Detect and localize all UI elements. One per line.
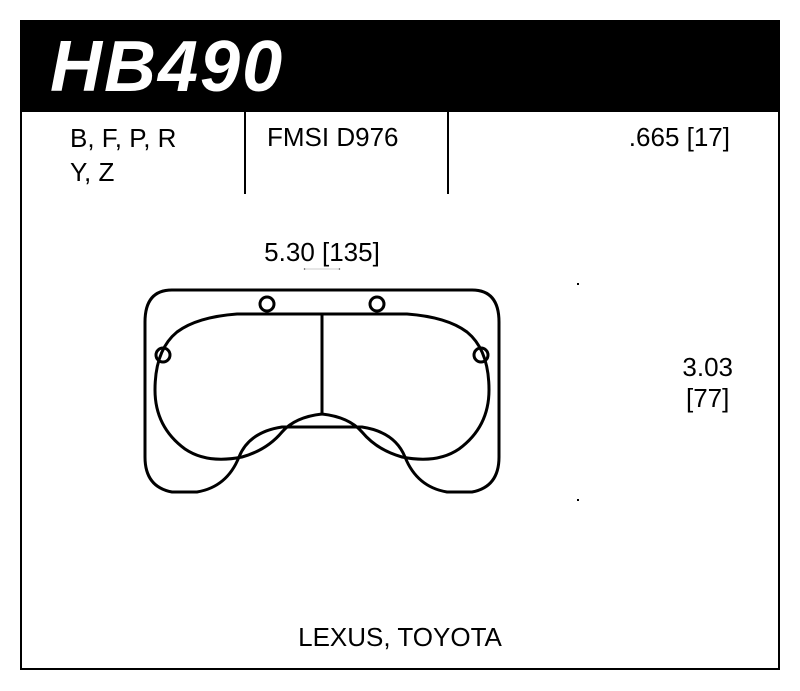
compounds-cell: B, F, P, R Y, Z — [70, 122, 176, 190]
spec-row: B, F, P, R Y, Z FMSI D976 .665 [17] — [22, 112, 778, 182]
compounds-line1: B, F, P, R — [70, 122, 176, 156]
width-dimension-label: 5.30 [135] — [137, 237, 507, 268]
diagram-area: 5.30 [135] 3.03 [77] — [22, 202, 778, 612]
separator-2 — [447, 112, 449, 194]
thickness-cell: .665 [17] — [629, 122, 730, 153]
compounds-line2: Y, Z — [70, 156, 176, 190]
height-dimension-arrows — [577, 282, 579, 540]
brake-pad-outline — [137, 282, 507, 500]
brand-row: LEXUS, TOYOTA — [22, 622, 778, 653]
height-dimension-label: 3.03 [77] — [682, 352, 733, 414]
separator-1 — [244, 112, 246, 194]
width-dimension-arrows — [137, 268, 507, 270]
outer-frame: HB490 B, F, P, R Y, Z FMSI D976 .665 [17… — [20, 20, 780, 670]
height-dim-line2: [77] — [682, 383, 733, 414]
part-number-title: HB490 — [50, 26, 284, 108]
fmsi-cell: FMSI D976 — [267, 122, 399, 153]
title-bar: HB490 — [22, 22, 778, 112]
height-dim-line1: 3.03 — [682, 352, 733, 383]
